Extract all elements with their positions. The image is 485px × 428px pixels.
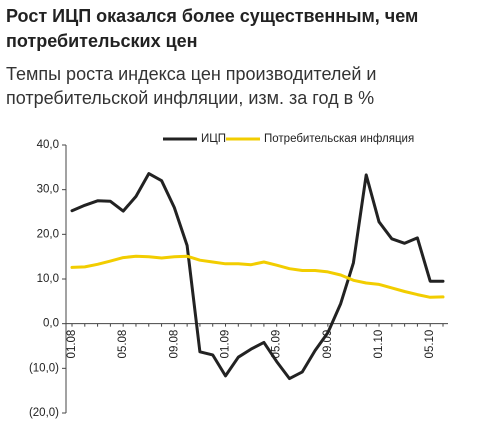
x-tick-label: 05.10 <box>424 330 436 359</box>
chart-subtitle: Темпы роста индекса цен производителей и… <box>6 64 377 108</box>
series-line <box>70 254 445 299</box>
legend-label: Потребительская инфляция <box>264 133 414 145</box>
y-tick-label: 20,0 <box>37 228 59 240</box>
x-tick-label: 01.08 <box>66 330 78 359</box>
y-tick-label: 0,0 <box>43 318 59 330</box>
x-tick-label: 05.08 <box>117 330 129 359</box>
y-tick-label: (10,0) <box>29 362 59 374</box>
x-tick-label: 01.10 <box>373 330 385 359</box>
x-tick-label: 01.09 <box>220 330 232 359</box>
y-tick-label: (20,0) <box>29 407 59 419</box>
y-tick-label: 30,0 <box>37 184 59 196</box>
y-tick-label: 40,0 <box>37 139 59 151</box>
x-tick-label: 05.09 <box>271 330 283 359</box>
y-tick-label: 10,0 <box>37 273 59 285</box>
x-tick-label: 09.08 <box>168 330 180 359</box>
legend-label: ИЦП <box>201 133 226 145</box>
series-line <box>70 172 445 381</box>
chart-title: Рост ИЦП оказался более существенным, че… <box>6 6 419 51</box>
